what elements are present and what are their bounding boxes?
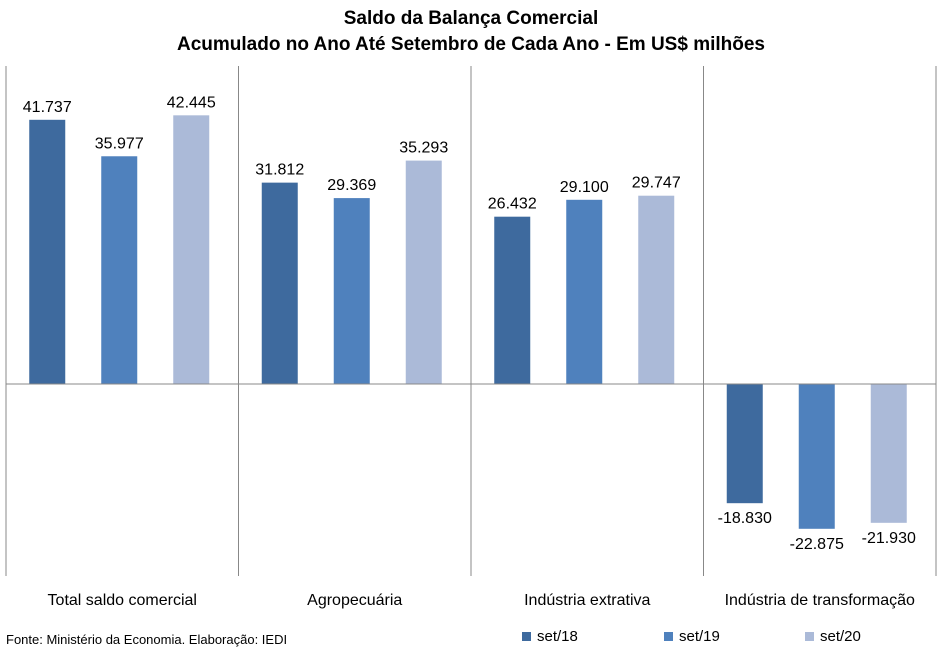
legend-item: set/20	[805, 628, 861, 645]
chart-subtitle-line: Acumulado no Ano Até Setembro de Cada An…	[176, 34, 766, 55]
category-label: Indústria de transformação	[725, 592, 915, 609]
data-label: -21.930	[862, 530, 916, 547]
bar	[405, 160, 442, 384]
category-label: Indústria extrativa	[524, 592, 650, 609]
legend-item: set/19	[664, 628, 720, 645]
legend-label: set/20	[820, 628, 861, 645]
data-label: -18.830	[718, 510, 772, 527]
legend-swatch	[664, 632, 673, 641]
data-label: 35.293	[399, 140, 448, 157]
data-label: 29.369	[327, 177, 376, 194]
chart-title: Saldo da Balança Comercial Acumulado no …	[0, 6, 942, 58]
bar	[798, 384, 835, 529]
bar	[333, 198, 370, 384]
data-label: 26.432	[488, 196, 537, 213]
data-label: -22.875	[790, 536, 844, 553]
legend-item: set/18	[522, 628, 578, 645]
source-note: Fonte: Ministério da Economia. Elaboraçã…	[6, 632, 288, 647]
data-label: 31.812	[255, 162, 304, 179]
data-label: 42.445	[167, 94, 216, 111]
bar	[566, 199, 603, 384]
category-label: Agropecuária	[307, 592, 402, 609]
bar	[29, 119, 66, 385]
bar	[638, 195, 675, 384]
bar	[870, 384, 907, 523]
bar	[726, 384, 763, 504]
legend: set/18 set/19 set/20	[0, 628, 942, 648]
bar	[494, 216, 531, 384]
data-label: 29.100	[560, 179, 609, 196]
legend-label: set/19	[679, 628, 720, 645]
legend-label: set/18	[537, 628, 578, 645]
legend-swatch	[805, 632, 814, 641]
chart-title-line: Saldo da Balança Comercial	[343, 8, 599, 29]
data-label: 29.747	[632, 175, 681, 192]
bar	[173, 115, 210, 384]
category-label: Total saldo comercial	[48, 592, 197, 609]
bar	[261, 182, 298, 384]
legend-swatch	[522, 632, 531, 641]
data-label: 41.737	[23, 99, 72, 116]
bar	[101, 156, 138, 384]
data-label: 35.977	[95, 135, 144, 152]
